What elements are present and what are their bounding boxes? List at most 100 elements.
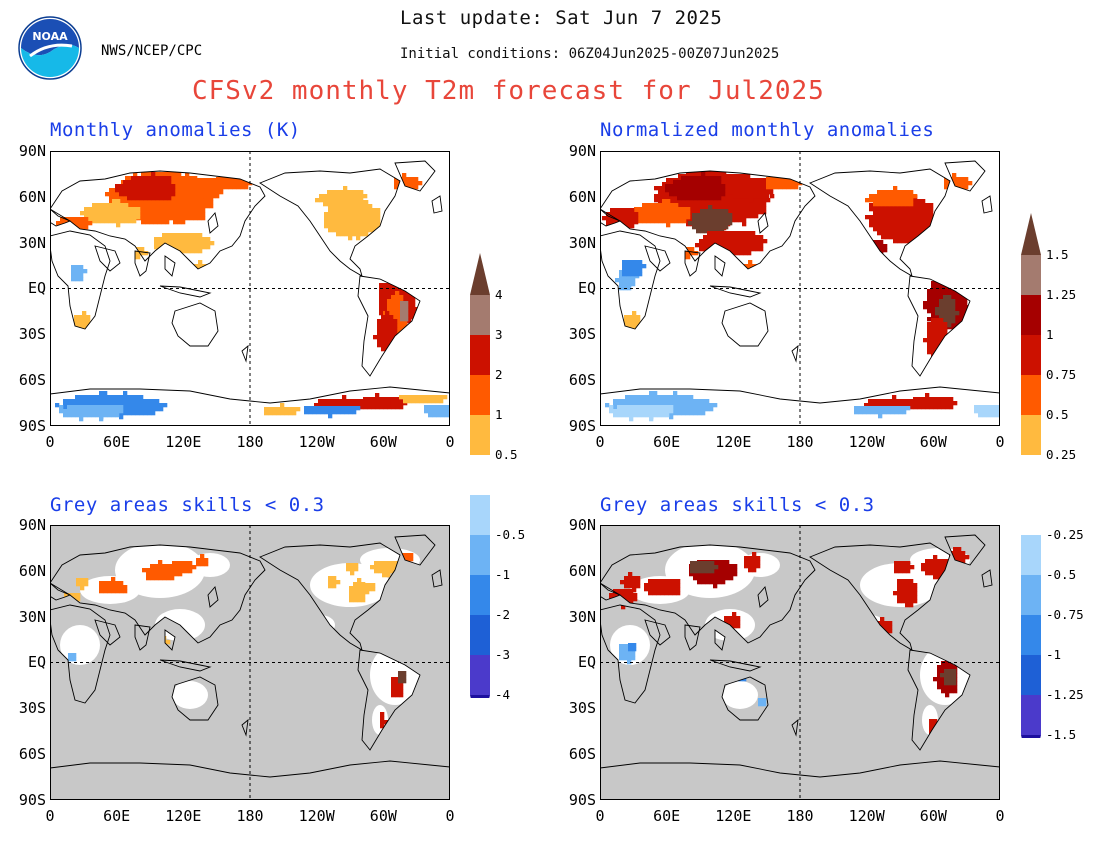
anomaly-cell: [87, 395, 92, 400]
anomaly-cell: [766, 181, 771, 186]
anomaly-cell: [648, 591, 653, 596]
anomaly-cell: [386, 569, 391, 574]
anomaly-cell: [898, 410, 903, 415]
colorbar-label: 0.5: [1046, 407, 1069, 422]
anomaly-cell: [115, 188, 120, 193]
anomaly-cell: [724, 221, 729, 226]
anomaly-cell: [638, 219, 643, 224]
anomaly-cell: [112, 199, 117, 204]
anomaly-cell: [746, 214, 751, 219]
anomaly-cell: [346, 403, 351, 408]
colorbar-label: 1: [1046, 327, 1054, 342]
anomaly-cell: [381, 327, 386, 332]
anomaly-cell: [748, 264, 753, 269]
anomaly-cell: [404, 309, 409, 314]
anomaly-cell: [641, 413, 646, 418]
anomaly-cell: [705, 576, 710, 581]
anomaly-cell: [905, 591, 910, 596]
anomaly-cell: [166, 640, 171, 645]
anomaly-cell: [695, 243, 700, 248]
anomaly-cell: [191, 178, 196, 183]
colorbar-label: 4: [495, 287, 503, 302]
anomaly-cell: [720, 221, 725, 226]
anomaly-cell: [399, 327, 404, 332]
anomaly-cell: [177, 196, 182, 201]
coastline-europe_w: [600, 582, 622, 601]
anomaly-cell: [356, 220, 361, 225]
anomaly-cell: [207, 190, 212, 195]
anomaly-cell: [733, 186, 738, 191]
anomaly-cell: [357, 590, 362, 595]
anomaly-cell: [952, 173, 957, 178]
anomaly-cell: [732, 612, 737, 617]
colorbar-segment: [1021, 615, 1041, 655]
anomaly-cell: [314, 403, 319, 408]
anomaly-cell: [939, 334, 944, 339]
anomaly-cell: [404, 317, 409, 322]
anomaly-cell: [174, 241, 179, 246]
lon-label: 60W: [369, 807, 397, 825]
anomaly-cell: [440, 413, 445, 418]
anomaly-cell: [725, 560, 730, 565]
anomaly-cell: [929, 211, 934, 216]
anomaly-cell: [348, 224, 353, 229]
anomaly-cell: [72, 653, 77, 658]
anomaly-cell: [324, 224, 329, 229]
anomaly-cell: [163, 176, 168, 181]
anomaly-cell: [752, 556, 757, 561]
anomaly-cell: [100, 215, 105, 220]
anomaly-cell: [943, 311, 948, 316]
anomaly-cell: [132, 207, 137, 212]
anomaly-cell: [994, 413, 999, 418]
anomaly-cell: [666, 223, 671, 228]
anomaly-cell: [881, 190, 886, 195]
anomaly-cell: [738, 214, 743, 219]
anomaly-cell: [169, 216, 174, 221]
anomaly-cell: [951, 303, 956, 308]
anomaly-cell: [901, 595, 906, 600]
anomaly-cell: [644, 583, 649, 588]
anomaly-cell: [372, 220, 377, 225]
anomaly-cell: [332, 212, 337, 217]
anomaly-cell: [700, 221, 705, 226]
anomaly-cell: [119, 415, 124, 420]
anomaly-cell: [182, 245, 187, 250]
anomaly-cell: [391, 689, 396, 694]
anomaly-cell: [157, 208, 162, 213]
anomaly-cell: [343, 190, 348, 195]
anomaly-cell: [177, 208, 182, 213]
anomaly-cell: [909, 198, 914, 203]
anomaly-cell: [949, 689, 954, 694]
anomaly-cell: [913, 203, 918, 208]
anomaly-cell: [637, 413, 642, 418]
anomaly-cell: [339, 190, 344, 195]
anomaly-cell: [324, 212, 329, 217]
anomaly-cell: [322, 403, 327, 408]
anomaly-cell: [172, 561, 177, 566]
anomaly-cell: [722, 202, 727, 207]
anomaly-cell: [731, 239, 736, 244]
anomaly-cell: [407, 299, 412, 304]
anomaly-cell: [935, 334, 940, 339]
anomaly-cell: [909, 194, 914, 199]
anomaly-cell: [184, 565, 189, 570]
anomaly-cell: [381, 335, 386, 340]
anomaly-cell: [909, 219, 914, 224]
anomaly-cell: [623, 648, 628, 653]
anomaly-cell: [347, 194, 352, 199]
anomaly-cell: [689, 176, 694, 181]
anomaly-cell: [344, 208, 349, 213]
anomaly-cell: [949, 401, 954, 406]
anomaly-cell: [87, 405, 92, 410]
anomaly-cell: [240, 185, 245, 190]
anomaly-cell: [626, 216, 631, 221]
anomaly-cell: [382, 573, 387, 578]
anomaly-cell: [905, 219, 910, 224]
coastline-seasia: [164, 629, 176, 651]
anomaly-cell: [913, 207, 918, 212]
anomaly-cell: [931, 350, 936, 355]
anomaly-cell: [732, 616, 737, 621]
anomaly-cell: [127, 407, 132, 412]
anomaly-cell: [726, 182, 731, 187]
anomaly-cell: [746, 198, 751, 203]
